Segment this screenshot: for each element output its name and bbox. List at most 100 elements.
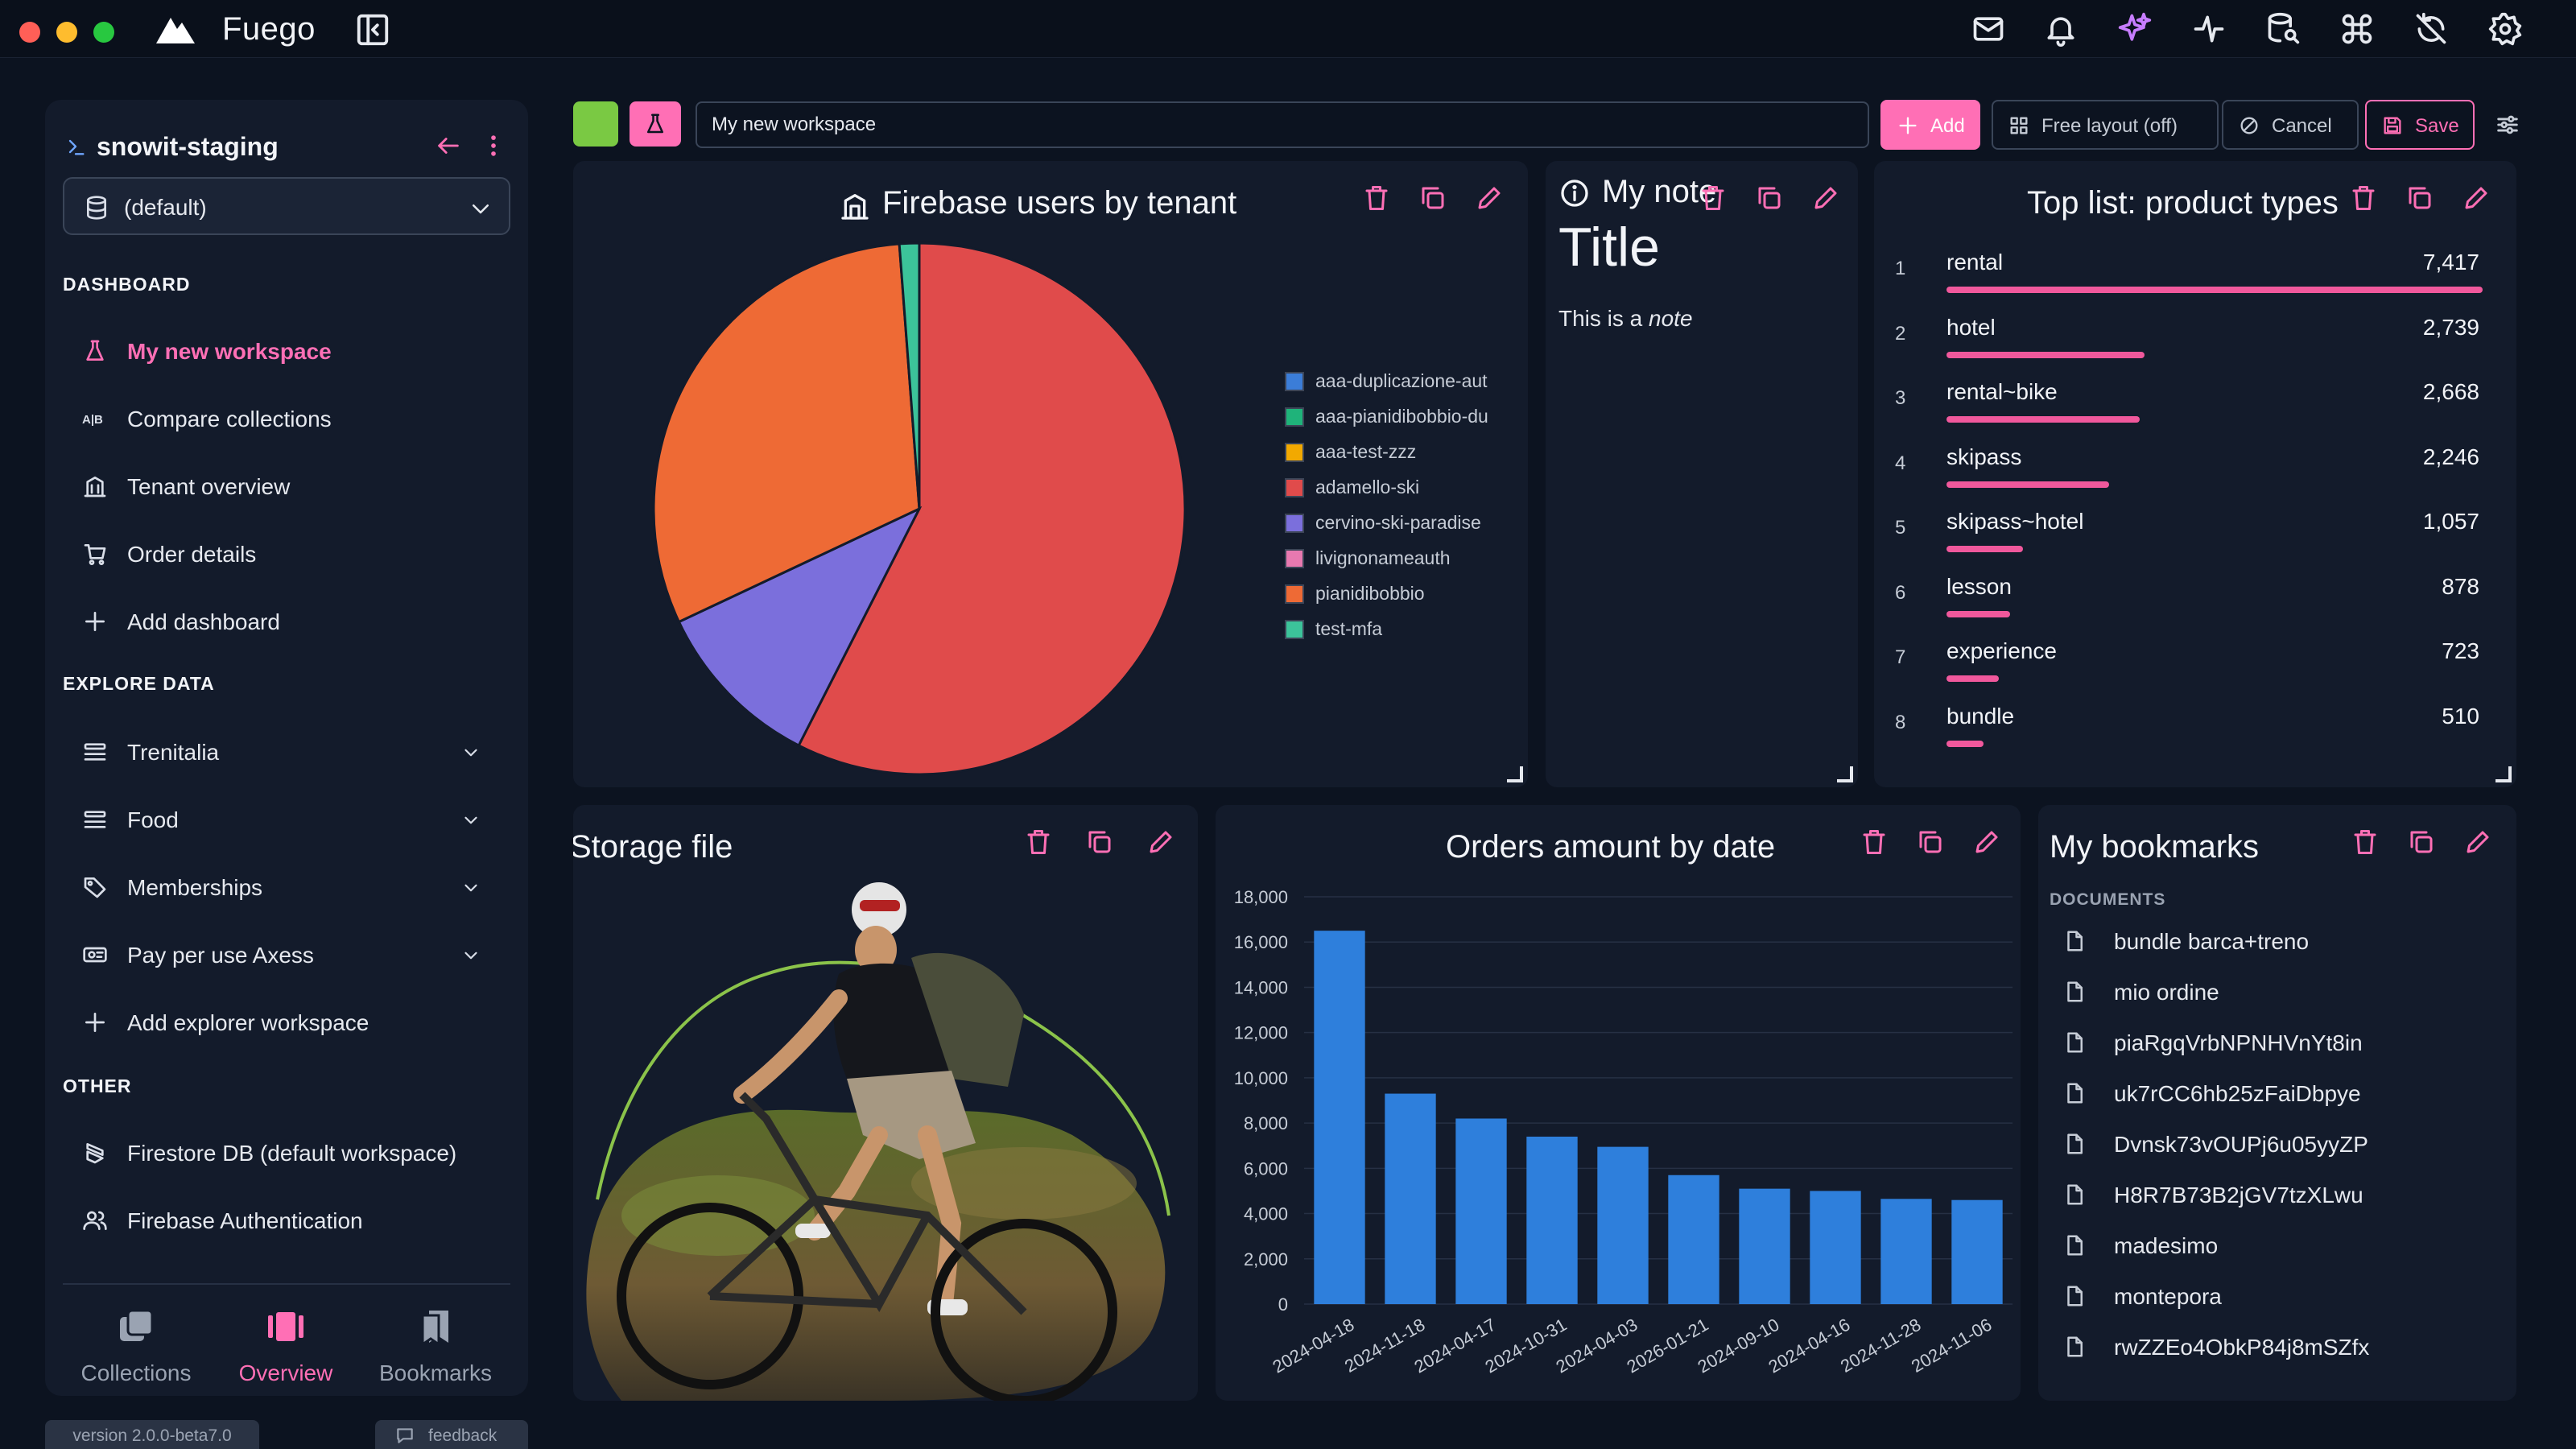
trash-icon[interactable] <box>1362 184 1391 213</box>
duplicate-icon[interactable] <box>1755 184 1784 213</box>
sidebar-item-my-new-workspace[interactable]: My new workspace <box>82 327 501 375</box>
document-icon <box>2067 981 2083 1002</box>
bar-2026-01-21[interactable] <box>1668 1174 1719 1304</box>
sidebar-item-label: Compare collections <box>127 407 332 431</box>
row-share-bar <box>1946 546 2024 552</box>
bookmark-item[interactable]: madesimo <box>2062 1230 2497 1262</box>
feedback-button[interactable]: feedback <box>375 1420 528 1449</box>
window-close-button[interactable] <box>19 22 40 43</box>
bell-icon[interactable] <box>2043 11 2079 47</box>
cancel-button[interactable]: Cancel <box>2222 100 2359 150</box>
sliders-icon[interactable] <box>2494 111 2521 138</box>
gear-icon[interactable] <box>2487 11 2523 47</box>
activity-icon[interactable] <box>2191 11 2227 47</box>
bar-2024-10-31[interactable] <box>1526 1136 1578 1304</box>
trash-icon[interactable] <box>1024 828 1053 857</box>
bookmark-item[interactable]: rwZZEo4ObkP84j8mSZfx <box>2062 1331 2497 1364</box>
bar-2024-04-03[interactable] <box>1597 1146 1649 1304</box>
edit-icon[interactable] <box>1475 184 1504 213</box>
sparkle-icon[interactable] <box>2117 11 2153 47</box>
tab-bookmarks[interactable]: Bookmarks <box>359 1294 512 1396</box>
bookmark-item[interactable]: H8R7B73B2jGV7tzXLwu <box>2062 1179 2497 1212</box>
bookmark-item[interactable]: montepora <box>2062 1281 2497 1313</box>
sidebar-item-memberships[interactable]: Memberships <box>82 863 501 911</box>
workspace-icon-button[interactable] <box>630 101 681 147</box>
bar-2024-04-18[interactable] <box>1314 931 1365 1304</box>
window-minimize-button[interactable] <box>56 22 77 43</box>
bar-2024-04-16[interactable] <box>1810 1191 1861 1304</box>
sync-off-icon[interactable] <box>2413 11 2449 47</box>
trash-icon[interactable] <box>1699 184 1728 213</box>
row-value: 723 <box>2442 638 2479 663</box>
bar-2024-09-10[interactable] <box>1739 1188 1790 1304</box>
workspace-name-input[interactable] <box>696 101 1869 148</box>
add-widget-button[interactable]: Add <box>1880 100 1980 150</box>
chevron-down-icon[interactable] <box>460 810 481 831</box>
sidebar-item-firestore-db[interactable]: Firestore DB (default workspace) <box>82 1129 501 1177</box>
sidebar-item-food[interactable]: Food <box>82 795 501 844</box>
pie-slice-test-mfa[interactable] <box>898 242 921 510</box>
sidebar-item-label: Pay per use Axess <box>127 943 314 968</box>
duplicate-icon[interactable] <box>1916 828 1945 857</box>
edit-icon[interactable] <box>2462 184 2491 213</box>
pie-slice-pianidibobbio[interactable] <box>652 242 921 624</box>
window-zoom-button[interactable] <box>93 22 114 43</box>
bookmark-item[interactable]: mio ordine <box>2062 976 2497 1009</box>
bookmark-item[interactable]: Dvnsk73vOUPj6u05yyZP <box>2062 1129 2497 1161</box>
trash-icon[interactable] <box>2349 184 2378 213</box>
sidebar-item-add-explorer-workspace[interactable]: Add explorer workspace <box>82 998 501 1046</box>
sidebar-item-trenitalia[interactable]: Trenitalia <box>82 728 501 776</box>
flask-icon <box>647 114 663 134</box>
database-select[interactable]: (default) <box>63 177 510 235</box>
sidebar-item-order-details[interactable]: Order details <box>82 530 501 578</box>
legend-item: test-mfa <box>1285 617 1526 641</box>
duplicate-icon[interactable] <box>2405 184 2434 213</box>
mail-icon[interactable] <box>1971 11 2006 47</box>
workspace-color-swatch[interactable] <box>573 101 618 147</box>
bar-2024-11-18[interactable] <box>1385 1093 1436 1304</box>
bar-2024-04-17[interactable] <box>1455 1118 1507 1304</box>
tab-overview[interactable]: Overview <box>209 1294 362 1396</box>
sidebar-item-firebase-authentication[interactable]: Firebase Authentication <box>82 1196 501 1245</box>
edit-icon[interactable] <box>2463 828 2492 857</box>
free-layout-button[interactable]: Free layout (off) <box>1992 100 2219 150</box>
sidebar-item-tenant-overview[interactable]: Tenant overview <box>82 462 501 510</box>
edit-icon[interactable] <box>1972 828 2001 857</box>
row-name: skipass <box>1946 444 2022 469</box>
tag-icon <box>84 877 106 898</box>
resize-handle[interactable] <box>1507 766 1523 782</box>
top-list-row: 4 skipass 2,246 <box>1874 435 2502 499</box>
sidebar-item-add-dashboard[interactable]: Add dashboard <box>82 597 501 646</box>
sidebar-toggle-icon[interactable] <box>354 11 391 48</box>
trash-icon[interactable] <box>2351 828 2380 857</box>
sidebar-item-compare-collections[interactable]: A|B Compare collections <box>82 394 501 443</box>
bookmark-item[interactable]: bundle barca+treno <box>2062 926 2497 958</box>
tab-collections[interactable]: Collections <box>60 1294 213 1396</box>
pie-slice-cervino-ski-paradise[interactable] <box>677 506 923 748</box>
save-button[interactable]: Save <box>2365 100 2475 150</box>
sidebar-item-pay-per-use-axess[interactable]: Pay per use Axess <box>82 931 501 979</box>
resize-handle[interactable] <box>2496 766 2512 782</box>
bar-2024-11-28[interactable] <box>1880 1199 1932 1304</box>
trash-icon[interactable] <box>1860 828 1889 857</box>
chevron-down-icon[interactable] <box>460 945 481 966</box>
back-arrow-icon[interactable] <box>435 132 462 159</box>
pie-slice-adamello-ski[interactable] <box>797 242 1187 776</box>
bookmark-item[interactable]: piaRgqVrbNPNHVnYt8in <box>2062 1027 2497 1059</box>
more-vertical-icon[interactable] <box>480 132 507 159</box>
chevron-down-icon[interactable] <box>460 742 481 763</box>
row-value: 2,668 <box>2422 379 2479 404</box>
row-rank: 6 <box>1895 581 1906 604</box>
edit-icon[interactable] <box>1146 828 1175 857</box>
duplicate-icon[interactable] <box>2407 828 2436 857</box>
bookmark-item[interactable]: uk7rCC6hb25zFaiDbpye <box>2062 1078 2497 1110</box>
resize-handle[interactable] <box>1837 766 1853 782</box>
legend-label: aaa-duplicazione-aut <box>1315 370 1488 391</box>
duplicate-icon[interactable] <box>1085 828 1114 857</box>
chevron-down-icon[interactable] <box>460 877 481 898</box>
edit-icon[interactable] <box>1811 184 1840 213</box>
duplicate-icon[interactable] <box>1418 184 1447 213</box>
command-icon[interactable] <box>2339 11 2375 47</box>
bar-2024-11-06[interactable] <box>1951 1199 2003 1304</box>
database-search-icon[interactable] <box>2265 11 2301 47</box>
